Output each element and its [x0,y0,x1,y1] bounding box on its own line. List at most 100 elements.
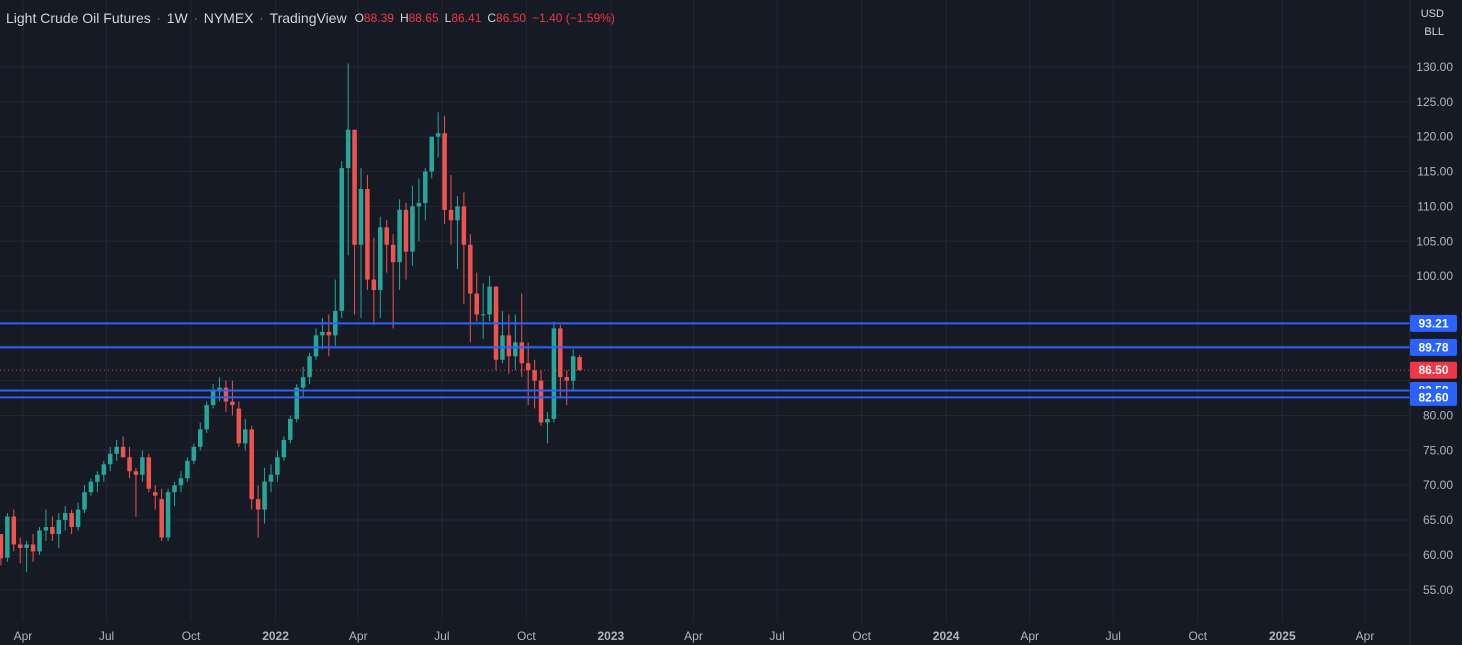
open-key: O [354,11,364,25]
legend-separator: · [259,11,264,25]
candle [165,488,171,541]
close-value: 86.50 [496,11,527,25]
candle [423,168,428,221]
chart-grid [0,0,1410,622]
candle-body [358,188,364,245]
price-tick-label: 125.00 [1416,95,1453,109]
candle [416,178,422,242]
candle [448,175,454,245]
candle [519,293,524,378]
time-tick-label: Jul [769,629,784,643]
open-value: 88.39 [363,11,394,25]
legend-separator: · [156,11,161,25]
candle [384,220,389,273]
candle-body [0,533,4,559]
time-tick-label: Oct [852,629,871,643]
high-value: 88.65 [408,11,439,25]
candle-body [82,492,87,510]
currency-label[interactable]: USD [1420,8,1444,20]
candle-body [410,206,415,252]
candle [307,352,312,385]
price-tag: 86.50 [1410,361,1457,379]
price-tag-label: 82.60 [1418,390,1448,404]
candle [43,509,49,541]
candle-body [62,513,68,521]
candle [455,195,460,270]
price-tag-box [1410,388,1457,406]
candle-body [390,244,396,263]
candle-body [197,429,203,447]
candle-body [165,492,171,538]
candle [429,136,434,179]
candle [326,314,332,357]
candle-body [468,244,473,294]
candle-body [397,209,402,263]
candle [5,513,10,562]
candle-body [570,356,576,381]
price-tick-label: 100.00 [1416,269,1453,283]
price-tick-label: 120.00 [1416,130,1453,144]
candle-body [120,446,126,458]
time-tick-label: Apr [14,629,33,643]
candle-body [140,457,145,475]
candle-body [448,209,454,221]
candle [570,349,576,392]
price-axis[interactable]: 55.00 60.00 65.00 70.00 75.00 80.00 100.00 105.… [1416,60,1453,597]
candle-body [474,293,479,315]
candle [564,370,570,406]
candle [461,192,467,304]
candle-body [313,335,319,357]
candle [88,478,94,496]
candle [197,422,203,451]
interval-label[interactable]: 1W [166,10,188,26]
price-tag-box [1410,361,1457,379]
candle [262,467,267,524]
candle-body [384,227,389,245]
time-tick-label: Jul [1106,629,1121,643]
time-tick-label: Apr [1020,629,1039,643]
candle-body [429,136,434,172]
price-tag-box [1410,338,1457,356]
candle-body [378,227,383,291]
candle-body [11,516,17,545]
candle [159,488,164,541]
price-tick-label: 105.00 [1416,234,1453,248]
symbol-name[interactable]: Light Crude Oil Futures [6,10,151,26]
time-tick-label: 2024 [933,629,960,643]
candle-body [532,370,537,381]
candle [442,115,447,224]
candle-body [223,387,229,402]
candle [288,415,293,444]
candle [275,450,280,482]
candle-body [455,206,460,221]
candle [545,412,550,444]
candle [268,464,274,493]
candle-body [288,418,293,440]
candle [390,234,396,329]
candle [24,540,29,573]
candle [558,324,563,399]
candle-body [519,342,524,364]
time-axis[interactable]: Apr Jul Oct 2022 Apr Jul Oct 2023 Apr Jul Oct 2024 A… [14,629,1375,643]
candle [474,272,479,322]
time-tick-label: Oct [1188,629,1207,643]
candle-body [69,513,74,528]
candle [577,355,582,371]
candle-body [114,446,119,454]
candle-body [24,544,29,548]
time-tick-label: 2023 [597,629,624,643]
low-key: L [444,11,452,25]
candle-body [95,474,100,482]
candle [378,216,383,318]
unit-label[interactable]: BLL [1424,26,1444,38]
candle-body [461,206,467,245]
price-tick-label: 55.00 [1423,583,1453,597]
candle [345,63,351,256]
candle [69,509,74,534]
price-tick-label: 70.00 [1423,478,1453,492]
high-key: H [399,11,409,25]
candle-body [178,478,184,486]
time-tick-label: Apr [1356,629,1375,643]
candle-body [339,168,344,311]
